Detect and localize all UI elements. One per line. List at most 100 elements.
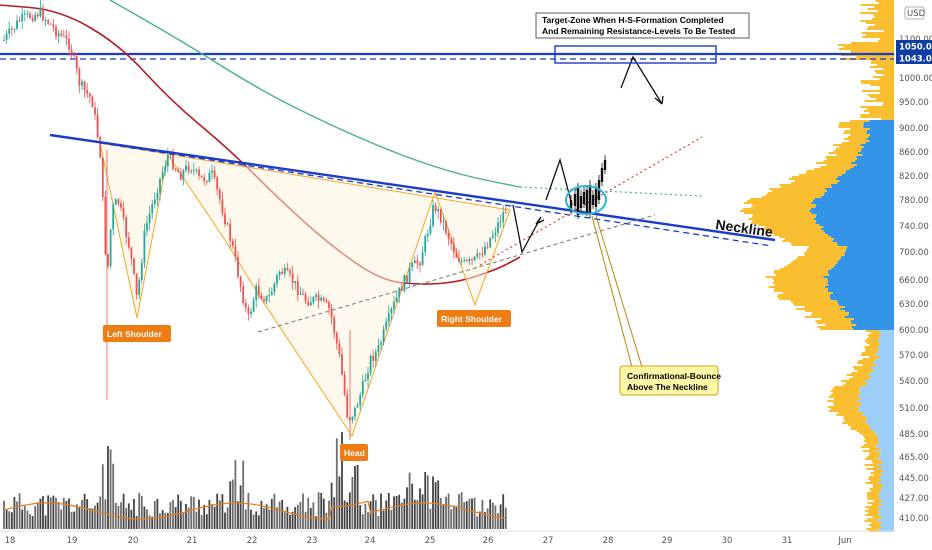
volume-profile-bar [860,4,876,6]
volume-profile-bar [836,414,863,416]
candle-body [99,136,102,158]
candle-body [437,208,440,212]
volume-profile-bar [850,168,894,170]
volume-profile-bar [868,424,894,426]
volume-profile-bar [882,500,894,502]
volume-profile-bar [885,10,894,12]
candle-body [465,259,468,262]
volume-profile-bar [877,10,886,12]
volume-profile-bar [856,324,894,326]
candle-body [434,205,437,212]
volume-profile-bar [878,22,894,24]
volume-profile-bar [860,114,876,116]
volume-profile-bar [864,340,878,342]
volume-bar [120,502,122,529]
volume-bar [122,493,125,529]
volume-profile-bar [879,518,894,520]
volume-profile-bar [746,200,814,202]
candle-body [380,342,382,345]
volume-profile-bar [851,42,871,44]
lower-trendline [257,214,656,333]
volume-profile-bar [752,220,817,222]
volume-profile-bar [864,444,878,446]
candle-body [91,96,94,108]
volume-profile-bar [832,392,861,394]
candle-body [213,170,216,178]
volume-profile-bar [777,294,831,296]
volume-profile-bar [859,390,894,392]
volume-bar [497,513,499,529]
volume-bar [3,500,5,529]
volume-profile-bar [816,220,894,222]
candle-body [445,221,447,234]
volume-bar [127,503,130,529]
volume-profile-bar [864,100,878,102]
volume-profile-bar [868,26,880,28]
volume-profile-bar [866,528,879,530]
candle-body [122,207,125,218]
volume-profile-bar [834,404,862,406]
volume-bar [221,494,224,529]
volume-profile-bar [888,30,894,32]
volume-profile-bar [867,518,880,520]
projected-candle [603,160,607,170]
price-axis-bg [894,0,932,550]
volume-bar [23,505,26,529]
volume-profile-bar [796,258,841,260]
volume-bar [31,516,34,529]
volume-profile-bar [870,84,881,86]
volume-profile-bar [873,430,894,432]
volume-profile-bar [875,446,894,448]
volume-bar [161,509,164,529]
candle-body [140,262,143,281]
candle-body [34,14,37,21]
volume-profile-bar [860,388,894,390]
volume-bar [468,498,471,529]
volume-bar [276,507,278,529]
volume-profile-bar [871,376,894,378]
candle-body [94,107,96,115]
candle-body [107,254,109,266]
volume-profile-bar [862,358,877,360]
volume-profile-bar [877,440,894,442]
volume-profile-bar [883,24,894,26]
volume-profile-bar [821,196,894,198]
candle-body [237,256,239,277]
volume-profile-bar [838,304,894,306]
candle-body [226,223,229,225]
volume-profile-bar [834,150,862,152]
volume-profile-bar [831,268,894,270]
volume-profile-bar [825,188,894,190]
volume-bar [359,505,362,529]
volume-profile-bar [856,362,874,364]
volume-profile-bar [879,8,894,10]
volume-profile-bar [879,502,894,504]
volume-profile-bar [826,158,857,160]
volume-profile-bar [882,462,894,464]
volume-profile-bar [823,194,894,196]
volume-profile-bar [862,364,877,366]
volume-bar [250,509,252,529]
projected-candle [576,188,580,215]
volume-profile-bar [838,412,864,414]
volume-bar [226,507,229,529]
price-tick-label: 660.00 [899,276,929,286]
volume-profile-bar [878,348,894,350]
volume-bar [330,482,333,529]
volume-profile-bar [886,38,894,40]
volume-profile-bar [851,372,871,374]
volume-bar [291,511,294,529]
candle-body [36,14,39,17]
volume-bar [322,498,325,529]
volume-profile-bar [865,350,879,352]
volume-bar [52,495,55,529]
candle-body [239,276,242,287]
volume-profile-bar [752,214,817,216]
volume-bar [8,511,11,529]
volume-profile-bar [749,198,815,200]
price-tick-label: 740.00 [899,222,929,232]
volume-profile-bar [882,470,894,472]
volume-bar [91,508,94,529]
volume-bar [270,498,273,529]
